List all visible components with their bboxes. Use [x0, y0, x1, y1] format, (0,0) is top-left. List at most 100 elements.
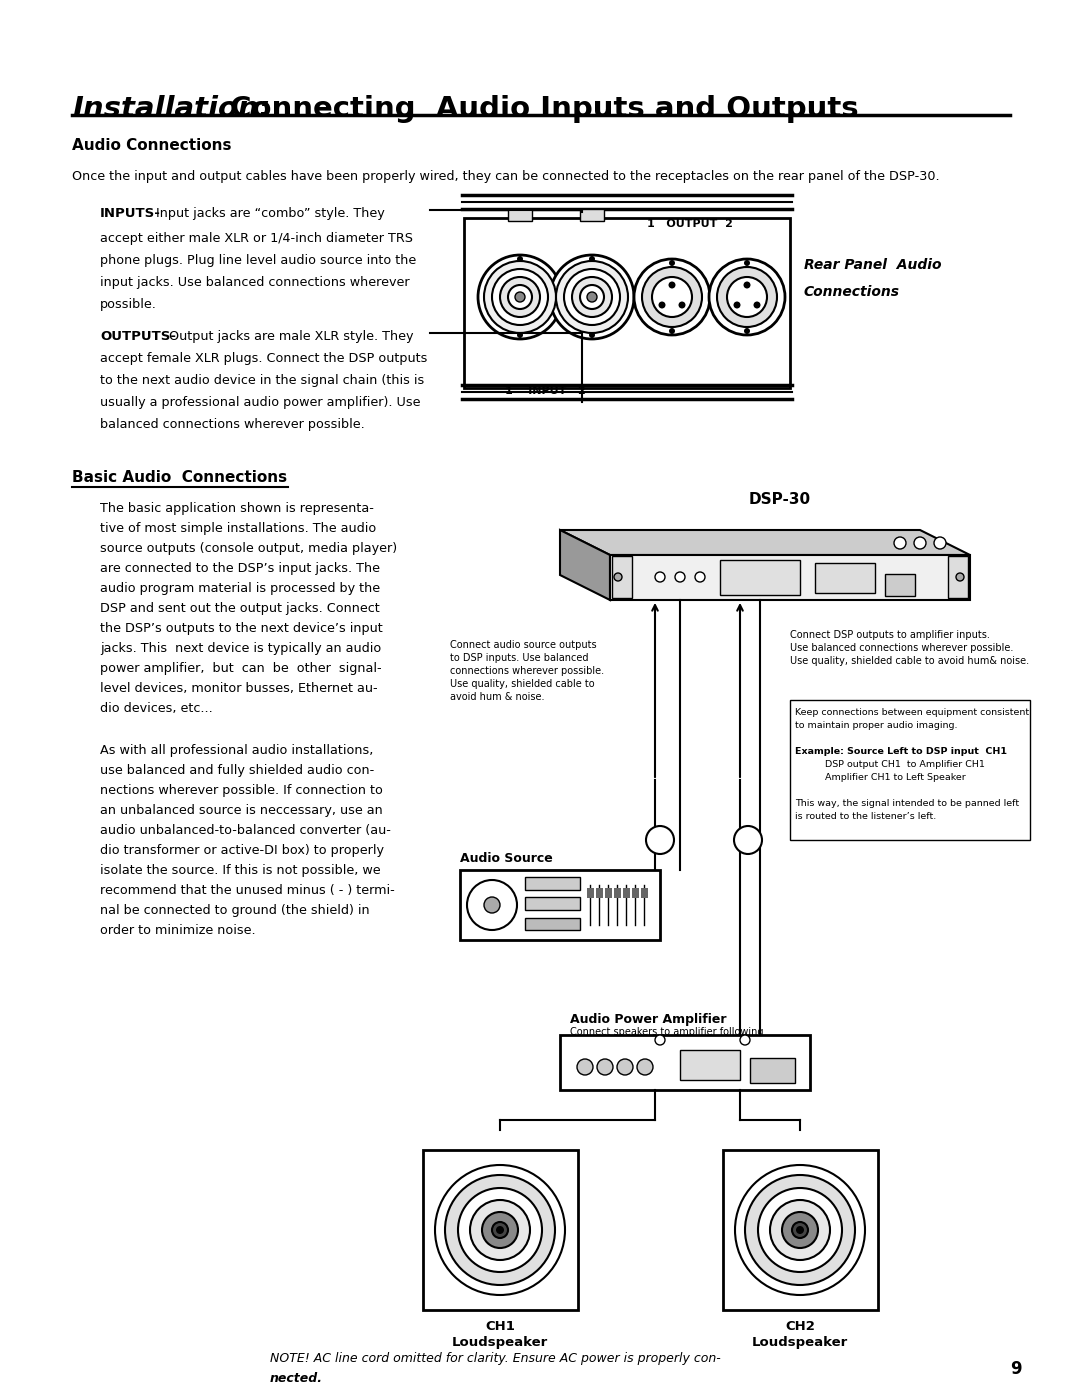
Circle shape	[484, 897, 500, 914]
Circle shape	[745, 1175, 855, 1285]
Text: input jacks. Use balanced connections wherever: input jacks. Use balanced connections wh…	[100, 277, 409, 289]
Bar	[720, 560, 800, 595]
Circle shape	[734, 826, 762, 854]
Circle shape	[654, 1035, 665, 1045]
Circle shape	[458, 1187, 542, 1273]
Circle shape	[754, 302, 760, 309]
Text: Connect speakers to amplifier following: Connect speakers to amplifier following	[570, 1027, 764, 1037]
Circle shape	[659, 302, 665, 309]
Circle shape	[470, 1200, 530, 1260]
Circle shape	[515, 292, 525, 302]
Text: 1   OUTPUT  2: 1 OUTPUT 2	[647, 219, 733, 229]
Circle shape	[435, 1165, 565, 1295]
Circle shape	[482, 1213, 518, 1248]
Text: use balanced and fully shielded audio con-: use balanced and fully shielded audio co…	[100, 764, 375, 777]
Polygon shape	[561, 529, 970, 555]
Bar	[588, 888, 594, 898]
Text: order to minimize noise.: order to minimize noise.	[100, 923, 256, 937]
Circle shape	[678, 302, 686, 309]
Text: Connections: Connections	[804, 285, 900, 299]
Text: Loudspeaker: Loudspeaker	[451, 1336, 549, 1350]
Text: phone plugs. Plug line level audio source into the: phone plugs. Plug line level audio sourc…	[100, 254, 416, 267]
Circle shape	[733, 302, 741, 309]
Bar	[605, 888, 612, 898]
Text: is routed to the listener’s left.: is routed to the listener’s left.	[795, 812, 936, 821]
Bar	[508, 210, 532, 221]
Text: Audio Connections: Audio Connections	[72, 138, 231, 154]
Text: Once the input and output cables have been properly wired, they can be connected: Once the input and output cables have be…	[72, 170, 940, 183]
Bar	[885, 574, 915, 597]
Text: recommend that the unused minus ( - ) termi-: recommend that the unused minus ( - ) te…	[100, 884, 395, 897]
Circle shape	[637, 1059, 653, 1076]
Text: Example: Source Left to DSP input  CH1: Example: Source Left to DSP input CH1	[795, 747, 1007, 756]
Circle shape	[550, 256, 634, 339]
Text: NOTE! AC line cord omitted for clarity. Ensure AC power is properly con-: NOTE! AC line cord omitted for clarity. …	[270, 1352, 720, 1365]
Circle shape	[708, 258, 785, 335]
Text: DSP-30: DSP-30	[748, 492, 811, 507]
Circle shape	[796, 1227, 804, 1234]
Text: the DSP’s outputs to the next device’s input: the DSP’s outputs to the next device’s i…	[100, 622, 382, 636]
Bar	[423, 1150, 578, 1310]
Circle shape	[597, 1059, 613, 1076]
Circle shape	[652, 277, 692, 317]
Circle shape	[717, 267, 777, 327]
Text: Connect audio source outputs: Connect audio source outputs	[450, 640, 596, 650]
Circle shape	[517, 256, 523, 263]
Circle shape	[478, 256, 562, 339]
Circle shape	[956, 573, 964, 581]
Circle shape	[646, 826, 674, 854]
Text: jacks. This  next device is typically an audio: jacks. This next device is typically an …	[100, 643, 381, 655]
Circle shape	[770, 1200, 831, 1260]
Text: This way, the signal intended to be panned left: This way, the signal intended to be pann…	[795, 799, 1020, 807]
Text: possible.: possible.	[100, 298, 157, 312]
Circle shape	[654, 571, 665, 583]
Text: OUTPUTS-: OUTPUTS-	[100, 330, 176, 344]
Text: Amplifier CH1 to Left Speaker: Amplifier CH1 to Left Speaker	[795, 773, 966, 782]
Text: Input jacks are “combo” style. They: Input jacks are “combo” style. They	[152, 207, 384, 219]
Circle shape	[492, 1222, 508, 1238]
Bar	[525, 918, 580, 930]
Circle shape	[675, 571, 685, 583]
Circle shape	[744, 328, 750, 334]
Bar	[815, 563, 875, 592]
Circle shape	[735, 1165, 865, 1295]
Circle shape	[508, 285, 532, 309]
Circle shape	[669, 282, 675, 289]
Circle shape	[580, 285, 604, 309]
Text: Rear Panel  Audio: Rear Panel Audio	[804, 258, 942, 272]
Text: dio devices, etc...: dio devices, etc...	[100, 703, 213, 715]
Circle shape	[782, 1213, 818, 1248]
Text: CH2: CH2	[785, 1320, 815, 1333]
Bar	[723, 1150, 878, 1310]
Text: tive of most simple installations. The audio: tive of most simple installations. The a…	[100, 522, 376, 535]
Text: As with all professional audio installations,: As with all professional audio installat…	[100, 745, 374, 757]
Circle shape	[556, 261, 627, 332]
Circle shape	[642, 267, 702, 327]
Text: DSP and sent out the output jacks. Connect: DSP and sent out the output jacks. Conne…	[100, 602, 380, 615]
Polygon shape	[610, 555, 970, 599]
Text: an unbalanced source is neccessary, use an: an unbalanced source is neccessary, use …	[100, 805, 382, 817]
Text: level devices, monitor busses, Ethernet au-: level devices, monitor busses, Ethernet …	[100, 682, 378, 694]
Circle shape	[572, 277, 612, 317]
Circle shape	[934, 536, 946, 549]
Text: Connecting  Audio Inputs and Outputs: Connecting Audio Inputs and Outputs	[220, 95, 859, 123]
Polygon shape	[561, 529, 610, 599]
Circle shape	[577, 1059, 593, 1076]
Circle shape	[740, 1035, 750, 1045]
Bar	[612, 556, 632, 598]
Bar	[948, 556, 968, 598]
Bar	[580, 210, 604, 221]
Circle shape	[615, 573, 622, 581]
Text: avoid hum & noise.: avoid hum & noise.	[450, 692, 544, 703]
Text: balanced connections wherever possible.: balanced connections wherever possible.	[100, 418, 365, 432]
Text: to DSP inputs. Use balanced: to DSP inputs. Use balanced	[450, 652, 589, 664]
Circle shape	[914, 536, 926, 549]
Text: power amplifier,  but  can  be  other  signal-: power amplifier, but can be other signal…	[100, 662, 381, 675]
Circle shape	[467, 880, 517, 930]
Text: 1    INPUT   2: 1 INPUT 2	[505, 386, 585, 395]
Circle shape	[792, 1222, 808, 1238]
Circle shape	[492, 270, 548, 326]
Circle shape	[696, 571, 705, 583]
Bar	[789, 700, 1030, 840]
Text: accept female XLR plugs. Connect the DSP outputs: accept female XLR plugs. Connect the DSP…	[100, 352, 428, 365]
